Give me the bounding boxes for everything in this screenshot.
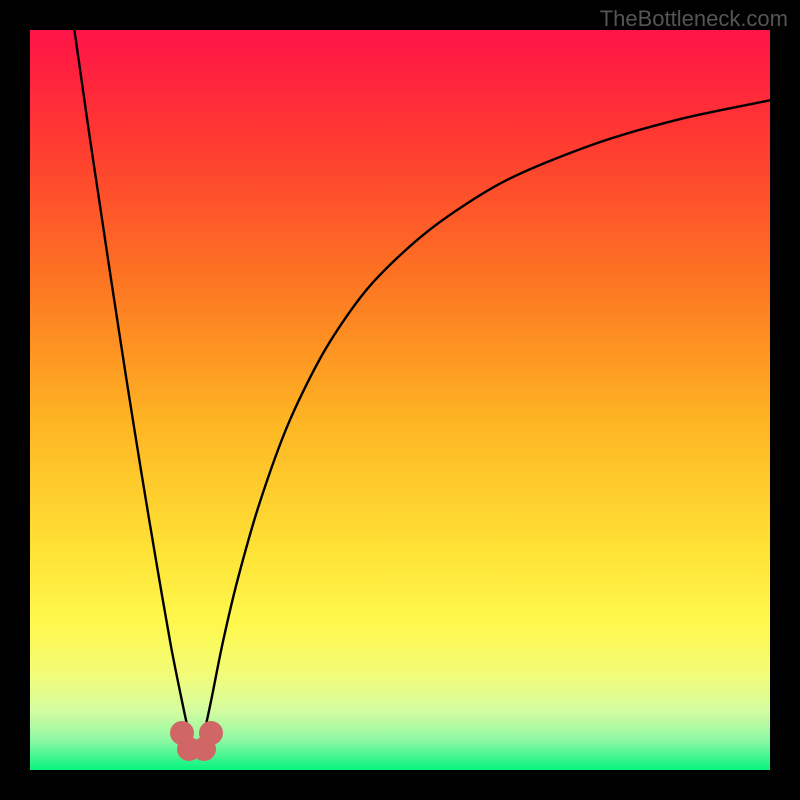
plot-area	[30, 30, 770, 770]
bottleneck-curve	[74, 30, 770, 752]
vertex-marker	[199, 721, 223, 745]
curve-layer	[30, 30, 770, 770]
watermark-text: TheBottleneck.com	[600, 6, 788, 32]
